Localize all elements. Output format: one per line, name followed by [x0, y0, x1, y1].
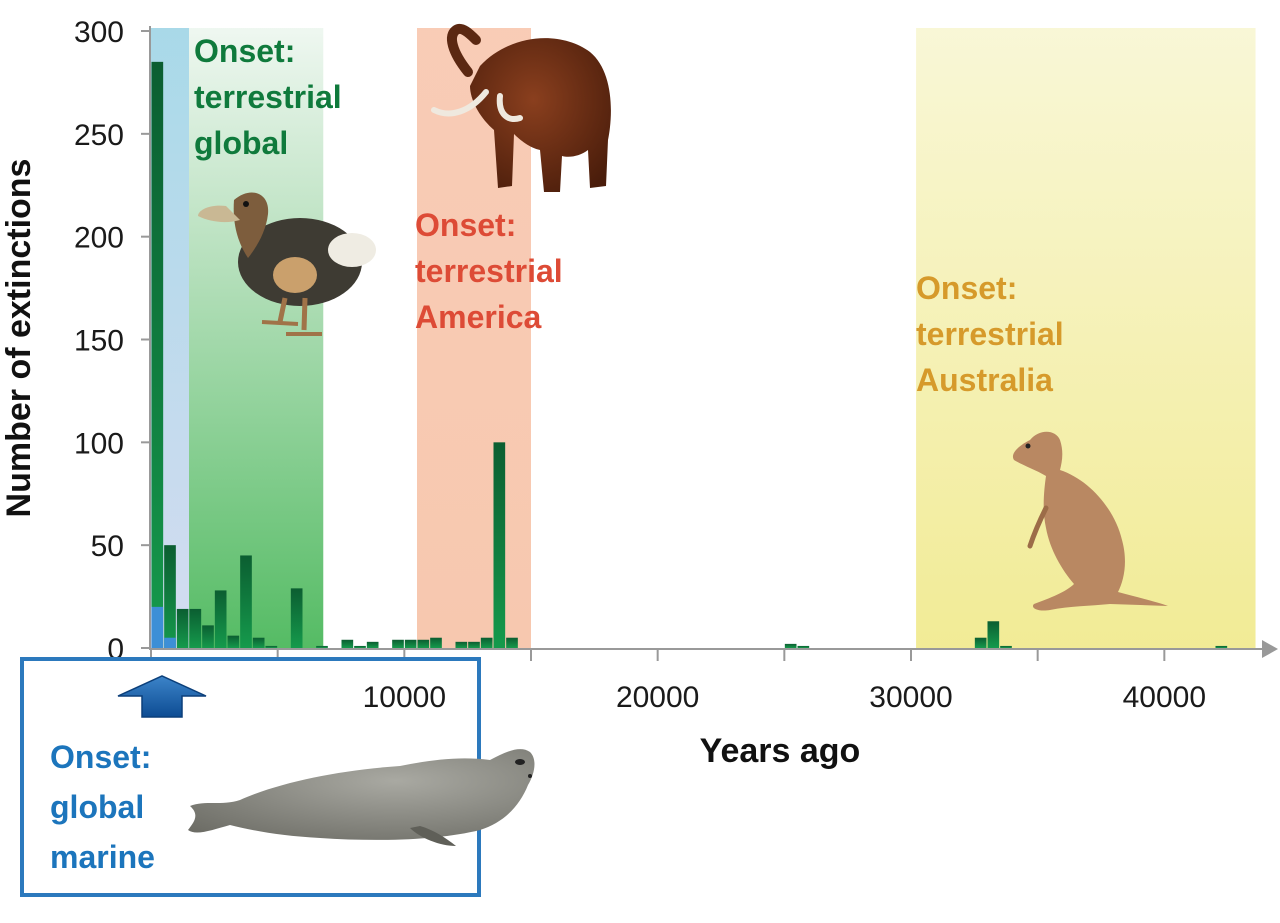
bar-terrestrial: [392, 639, 404, 648]
x-axis-title: Years ago: [700, 732, 861, 770]
bar-terrestrial: [430, 637, 442, 648]
bar-terrestrial: [784, 643, 797, 648]
bar-terrestrial: [176, 608, 189, 648]
annotation-global-line-2: terrestrial: [194, 79, 342, 115]
y-tick-label: 100: [74, 427, 124, 460]
y-axis-title: Number of extinctions: [0, 159, 38, 518]
bar-terrestrial: [468, 641, 480, 648]
bar-terrestrial: [164, 545, 176, 648]
bar-terrestrial: [227, 635, 240, 648]
bar-terrestrial: [290, 588, 303, 648]
y-tick-label: 250: [74, 119, 124, 152]
bar-terrestrial: [506, 637, 518, 648]
bar-terrestrial: [316, 645, 328, 648]
annotation-global-line-3: global: [194, 125, 288, 161]
annotation-marine-line-1: Onset:: [50, 739, 151, 775]
up-arrow-icon: [117, 675, 207, 718]
bar-terrestrial: [252, 637, 265, 648]
x-axis-arrowhead: [1262, 640, 1278, 658]
monk-seal-illustration: [188, 749, 535, 846]
bar-terrestrial: [404, 639, 417, 648]
region-global: [189, 28, 324, 648]
x-tick-label: 40000: [1123, 681, 1206, 714]
y-tick-label: 150: [74, 325, 124, 358]
annotation-australia-line-2: terrestrial: [916, 316, 1064, 352]
annotation-global-line-1: Onset:: [194, 33, 295, 69]
bar-terrestrial: [1215, 645, 1228, 648]
mammoth-illustration: [431, 24, 611, 192]
bar-terrestrial: [797, 645, 810, 648]
extinction-bars: [151, 61, 1228, 649]
bar-terrestrial: [151, 61, 164, 649]
bar-terrestrial: [202, 625, 214, 648]
bar-terrestrial: [974, 637, 987, 648]
annotation-australia: Onset: terrestrial Australia: [916, 270, 1064, 398]
y-tick-label: 50: [91, 530, 124, 563]
annotation-marine-line-2: global: [50, 789, 144, 825]
bar-terrestrial: [341, 639, 354, 648]
bar-terrestrial: [366, 641, 379, 648]
dodo-illustration: [198, 192, 376, 336]
y-tick-label: 200: [74, 222, 124, 255]
kangaroo-illustration: [1012, 431, 1168, 611]
annotation-australia-line-1: Onset:: [916, 270, 1017, 306]
x-tick-label: 10000: [363, 681, 446, 714]
bar-terrestrial: [240, 555, 252, 648]
x-tick-labels: 10000 20000 30000 40000: [363, 681, 1206, 714]
annotation-america-line-3: America: [415, 299, 542, 335]
annotation-global: Onset: terrestrial global: [194, 33, 342, 161]
bar-terrestrial: [417, 639, 430, 648]
annotation-america-line-2: terrestrial: [415, 253, 563, 289]
annotation-australia-line-3: Australia: [916, 362, 1053, 398]
bar-terrestrial: [189, 608, 202, 648]
x-tick-label: 30000: [869, 681, 952, 714]
onset-regions: [151, 28, 1256, 648]
bar-terrestrial: [265, 645, 278, 648]
bar-terrestrial: [1000, 645, 1012, 648]
bar-terrestrial: [455, 641, 468, 648]
annotation-america-line-1: Onset:: [415, 207, 516, 243]
y-tick-label: 300: [74, 16, 124, 49]
bar-terrestrial: [354, 645, 366, 648]
bar-terrestrial: [214, 590, 227, 648]
annotation-america: Onset: terrestrial America: [415, 207, 563, 335]
bar-marine: [164, 637, 176, 648]
x-tick-label: 20000: [616, 681, 699, 714]
annotation-marine: Onset: global marine: [50, 739, 155, 875]
annotation-marine-line-3: marine: [50, 839, 155, 875]
bar-terrestrial: [987, 621, 1000, 648]
bar-marine: [151, 606, 164, 648]
bar-terrestrial: [493, 442, 506, 648]
bar-terrestrial: [480, 637, 493, 648]
